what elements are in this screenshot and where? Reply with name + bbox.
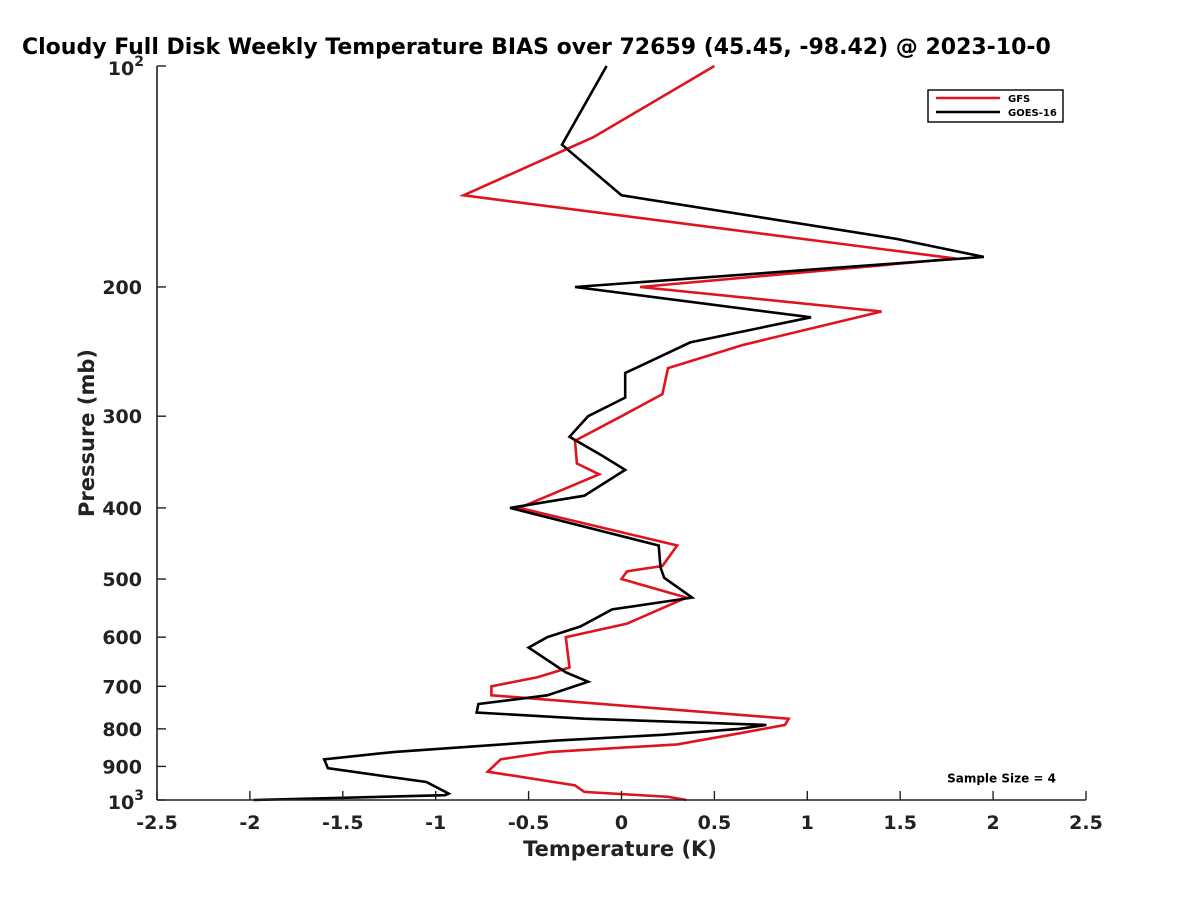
x-tick-label: 1: [801, 812, 814, 834]
x-tick-label: -1.5: [322, 812, 364, 834]
y-tick-label: 900: [102, 756, 142, 778]
y-tick-label: 700: [102, 676, 142, 698]
x-axis-ticks: -2.5 -2 -1.5 -1 -0.5 0 0.5 1 1.5 2 2.5: [136, 791, 1103, 834]
annotations: Sample Size = 4: [947, 772, 1056, 786]
y-tick-label: 200: [102, 277, 142, 299]
x-tick-label: 2.5: [1069, 812, 1103, 834]
y-axis-label: Pressure (mb): [75, 349, 99, 517]
legend-box: [927, 89, 1064, 123]
x-tick-label: -2: [239, 812, 260, 834]
y-axis-ticks: 200 300 400 500 600 700 800 900 102 103: [102, 54, 166, 814]
y-tick-label: 800: [102, 719, 142, 741]
x-axis-label: Temperature (K): [523, 837, 717, 861]
sample-size-annotation: Sample Size = 4: [947, 772, 1056, 786]
x-tick-label: -0.5: [508, 812, 550, 834]
legend-entry: GFS: [1008, 94, 1030, 105]
y-tick-label: 300: [102, 406, 142, 428]
y-tick-label: 103: [108, 788, 144, 814]
y-tick-label: 400: [102, 498, 142, 520]
plot-lines: [253, 64, 985, 802]
x-tick-label: -2.5: [136, 812, 178, 834]
x-tick-label: -1: [425, 812, 446, 834]
legend-entry: GOES-16: [1008, 108, 1057, 119]
series-line-goes-16: [253, 65, 985, 802]
y-tick-label: 102: [108, 54, 144, 80]
y-tick-label: 600: [102, 627, 142, 649]
y-tick-label: 500: [102, 569, 142, 591]
x-tick-label: 0: [615, 812, 628, 834]
x-tick-label: 2: [986, 812, 999, 834]
series-line-gfs: [458, 64, 957, 802]
chart-title: Cloudy Full Disk Weekly Temperature BIAS…: [22, 35, 1051, 60]
x-tick-label: 0.5: [698, 812, 732, 834]
legend: GFS GOES-16: [927, 89, 1064, 123]
x-tick-label: 1.5: [883, 812, 917, 834]
